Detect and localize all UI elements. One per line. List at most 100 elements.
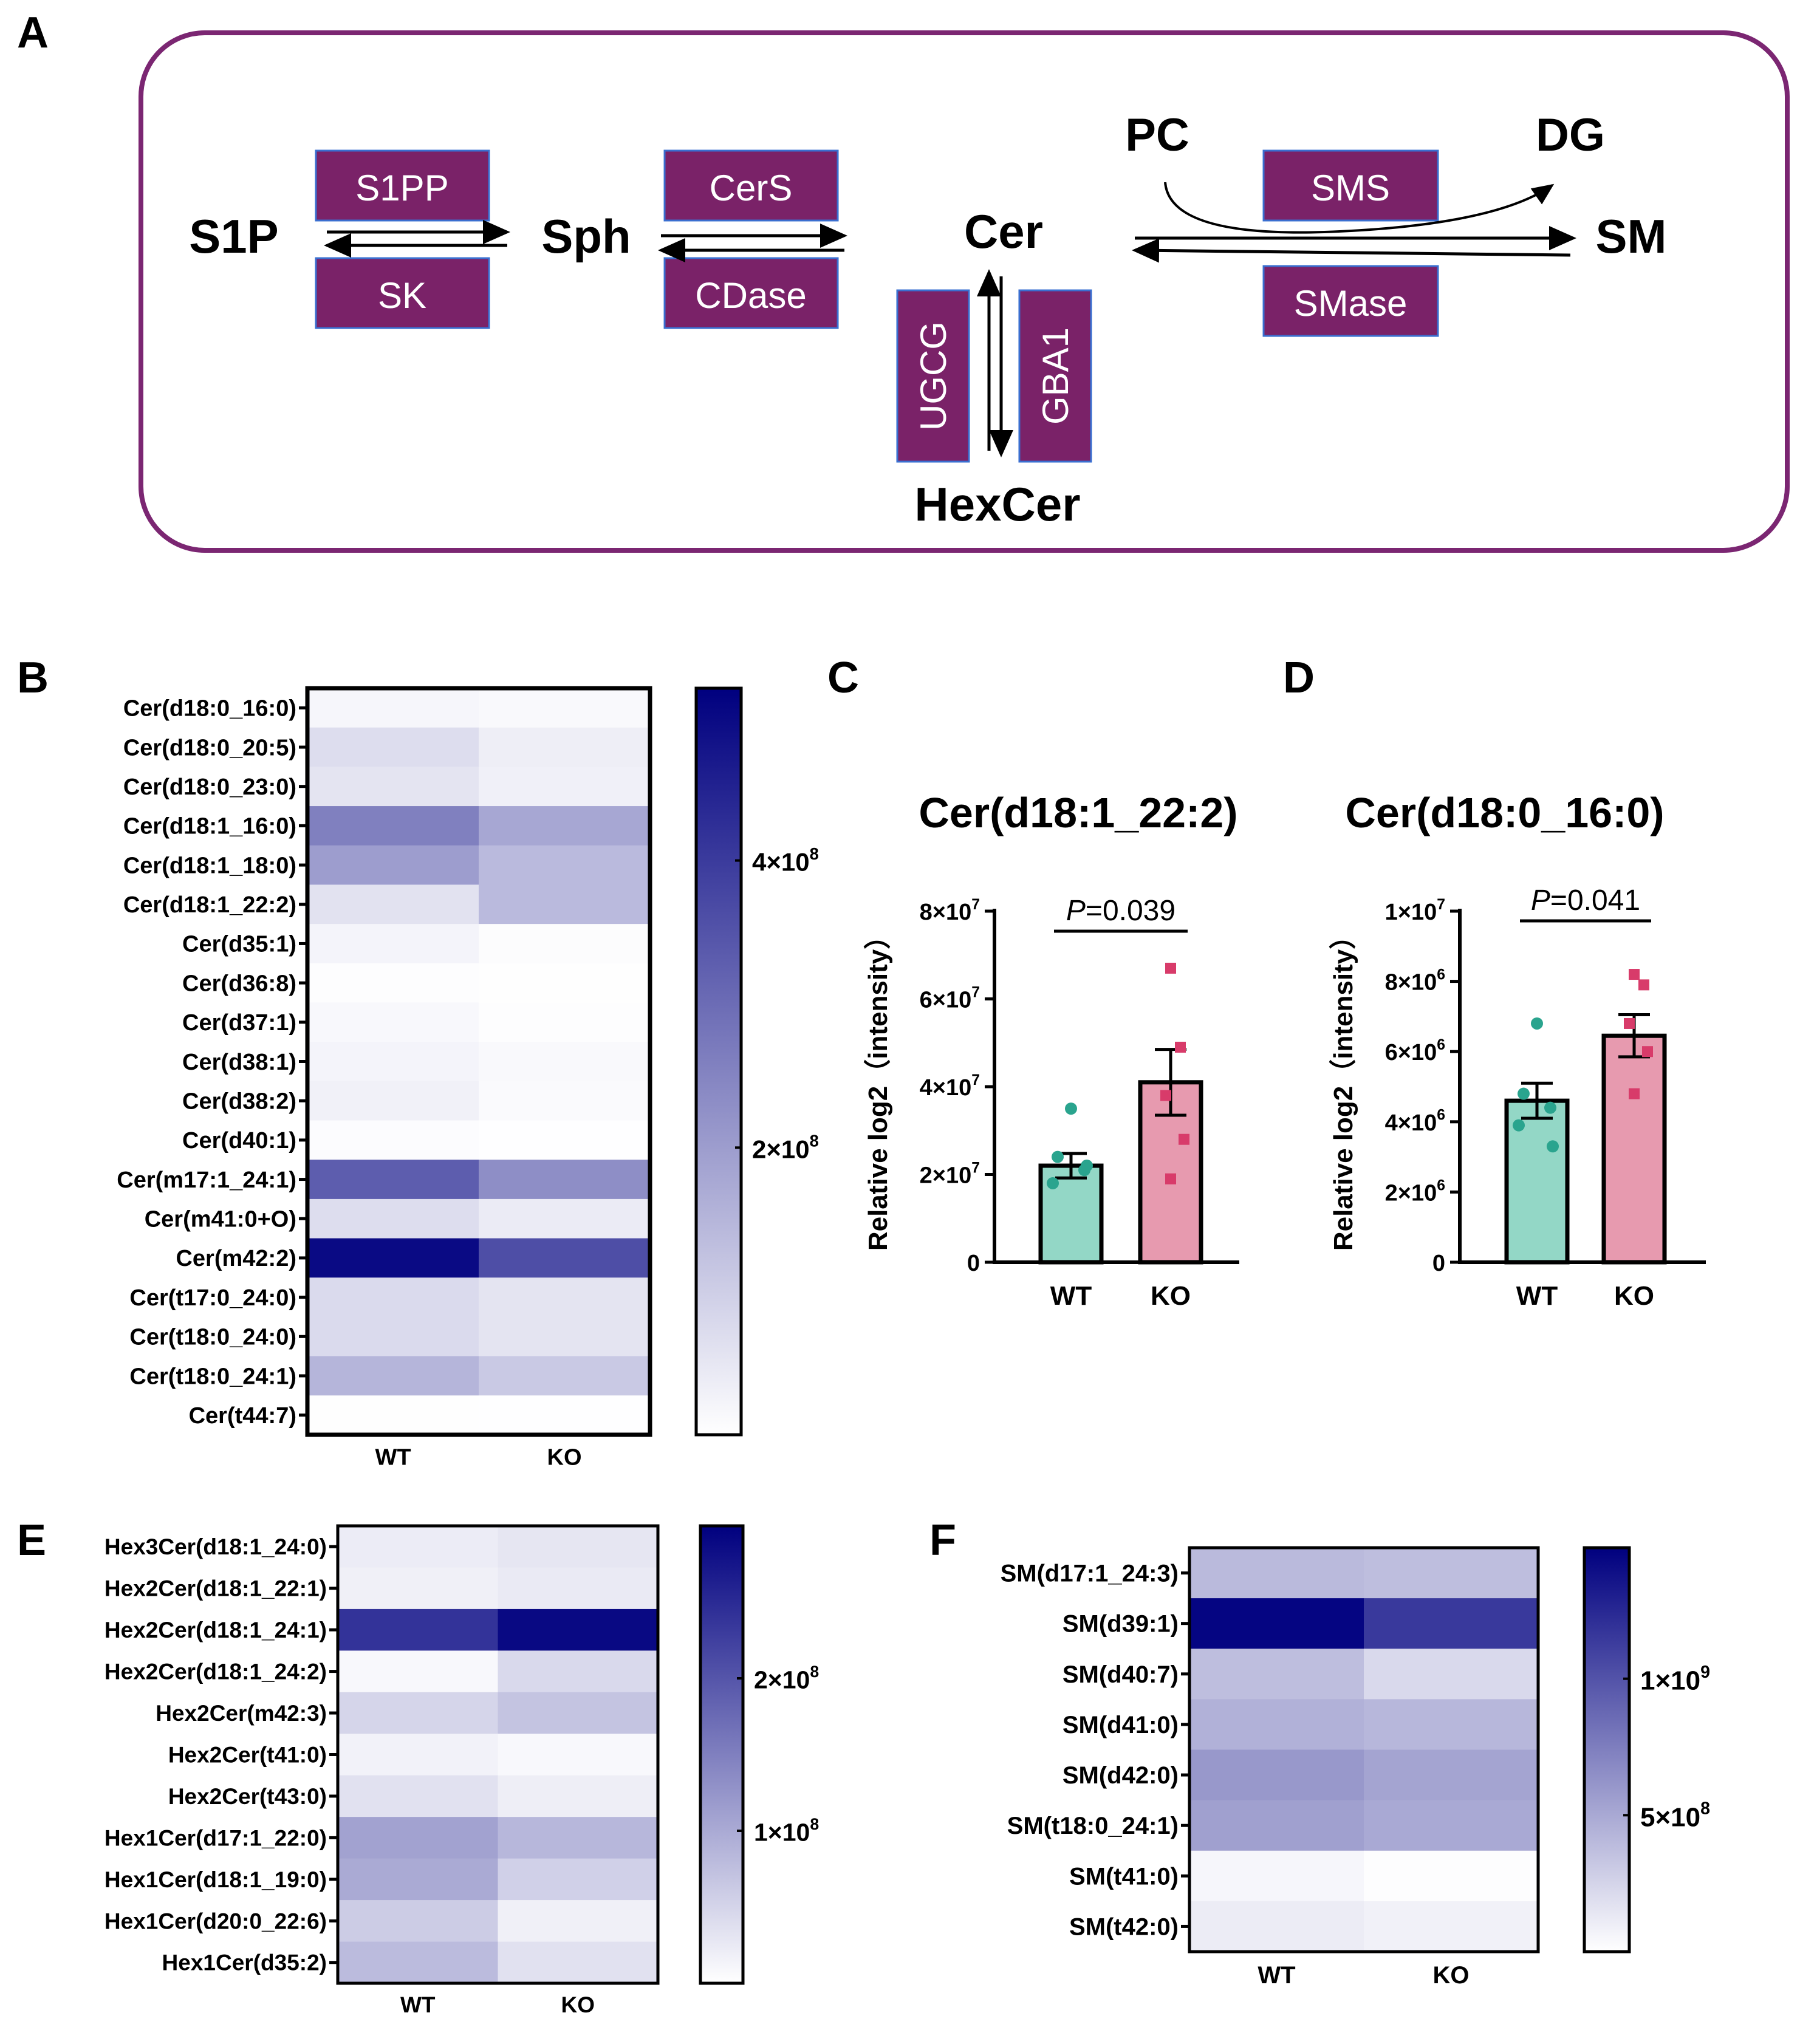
colorbar-tick-label: 2×108 — [752, 1132, 819, 1164]
enzyme-s1pp-box — [315, 149, 490, 222]
heatmap-cell — [338, 1817, 498, 1859]
data-point — [1629, 1088, 1640, 1099]
heatmap-cell — [498, 1775, 659, 1817]
enzyme-sms-box — [1262, 149, 1439, 222]
heatmap-cell — [498, 1567, 659, 1610]
row-label: Cer(d38:2) — [182, 1089, 296, 1114]
heatmap-cell — [479, 688, 651, 728]
y-tick-label: 6×107 — [920, 984, 980, 1013]
heatmap-cell — [338, 1650, 498, 1693]
y-tick-label: 2×106 — [1385, 1177, 1445, 1206]
heatmap-cell — [479, 727, 651, 767]
panel-label-a: A — [17, 9, 49, 57]
heatmap-cell — [1189, 1850, 1364, 1902]
enzyme-smase: SMase — [1294, 283, 1408, 324]
heatmap-cell — [307, 1198, 479, 1239]
row-label: SM(d41:0) — [1063, 1712, 1179, 1738]
heatmap-cell — [1189, 1649, 1364, 1700]
colorbar-tick-label: 1×108 — [754, 1815, 819, 1846]
x-tick-label: WT — [1050, 1281, 1092, 1311]
y-tick-label: 8×107 — [920, 897, 980, 925]
data-point — [1518, 1087, 1530, 1100]
enzyme-cers-box — [663, 149, 839, 222]
enzyme-cdase-box — [663, 257, 839, 329]
row-label: Cer(m17:1_24:1) — [117, 1167, 296, 1193]
row-label: Cer(m41:0+O) — [145, 1207, 296, 1232]
heatmap-cell — [1189, 1901, 1364, 1952]
column-label: WT — [400, 1992, 436, 2017]
row-label: Cer(d36:8) — [182, 971, 296, 996]
heatmap-cell — [307, 806, 479, 846]
row-label: Hex1Cer(d20:0_22:6) — [104, 1909, 327, 1933]
metabolite-cer: Cer — [964, 205, 1043, 258]
heatmap-cell — [479, 884, 651, 925]
enzyme-sk-box — [315, 257, 490, 329]
metabolite-pc: PC — [1125, 109, 1189, 161]
row-label: Cer(d18:1_22:2) — [123, 892, 296, 918]
data-point — [1065, 1102, 1077, 1115]
row-label: Cer(d18:0_23:0) — [123, 774, 296, 800]
row-label: SM(t18:0_24:1) — [1007, 1813, 1179, 1839]
row-label: Cer(d18:1_16:0) — [123, 814, 296, 839]
arrow-pc-to-dg — [1164, 182, 1555, 234]
heatmap-cell — [307, 1395, 479, 1435]
y-tick-label: 6×106 — [1385, 1037, 1445, 1065]
metabolite-sm: SM — [1596, 210, 1667, 263]
data-point — [1624, 1017, 1635, 1029]
heatmap-cell — [338, 1567, 498, 1610]
y-tick-label: 1×107 — [1385, 897, 1445, 925]
colorbar-tick-label: 5×108 — [1640, 1799, 1710, 1833]
panel-label-e: E — [17, 1516, 46, 1565]
heatmap-cell — [498, 1817, 659, 1859]
heatmap-cell — [479, 1277, 651, 1318]
heatmap-cell — [1189, 1548, 1364, 1599]
pathway-diagram: S1P Sph Cer SM HexCer PC DG S1PP SK CerS… — [189, 109, 1666, 531]
heatmap-cell — [498, 1734, 659, 1776]
enzyme-s1pp: S1PP — [355, 168, 448, 208]
heatmap-b: Cer(d18:0_16:0) Cer(d18:0_20:5) Cer(d18:0_… — [117, 686, 819, 1470]
heatmap-cell — [307, 727, 479, 767]
bar-chart-d: Cer(d18:0_16:0) Relative log2（intensity） 0… — [1329, 789, 1706, 1311]
bar — [1601, 1033, 1667, 1265]
colorbar — [694, 686, 743, 1437]
heatmap-cell — [307, 845, 479, 885]
colorbar — [1583, 1546, 1631, 1953]
heatmap-cell — [479, 1120, 651, 1160]
heatmap-cell — [307, 1277, 479, 1318]
heatmap-border — [305, 686, 652, 1437]
data-point — [1547, 1140, 1559, 1153]
heatmap-cell — [307, 1160, 479, 1200]
heatmap-cell — [479, 1081, 651, 1121]
row-label: Hex1Cer(d35:2) — [162, 1950, 327, 1975]
row-label: Hex2Cer(m42:3) — [156, 1701, 327, 1726]
data-point — [1165, 1173, 1176, 1184]
y-tick-label: 4×107 — [920, 1072, 980, 1101]
chart-title: Cer(d18:1_22:2) — [919, 789, 1237, 836]
enzyme-ugcg-box — [896, 289, 970, 463]
heatmap-cell — [338, 1734, 498, 1776]
enzyme-gba1-box — [1018, 289, 1092, 463]
heatmap-cell — [1364, 1800, 1539, 1851]
row-label: Cer(t18:0_24:0) — [129, 1325, 296, 1350]
heatmap-cell — [479, 1316, 651, 1357]
row-label: Hex2Cer(d18:1_24:2) — [104, 1659, 327, 1684]
y-tick-label: 8×106 — [1385, 967, 1445, 996]
heatmap-cell — [338, 1858, 498, 1901]
heatmap-cell — [1364, 1749, 1539, 1801]
metabolite-hexcer: HexCer — [914, 477, 1080, 531]
chart-title: Cer(d18:0_16:0) — [1345, 789, 1664, 836]
panel-label-b: B — [17, 654, 49, 702]
heatmap-cell — [307, 1081, 479, 1121]
panel-label-f: F — [929, 1516, 956, 1565]
heatmap-cell — [338, 1775, 498, 1817]
enzyme-sk: SK — [378, 275, 426, 316]
enzyme-sms: SMS — [1311, 168, 1390, 208]
row-label: SM(d39:1) — [1063, 1611, 1179, 1638]
heatmap-border — [336, 1524, 660, 1985]
heatmap-cell — [338, 1526, 498, 1568]
heatmap-cell — [498, 1941, 659, 1984]
heatmap-cell — [338, 1900, 498, 1943]
heatmap-cell — [479, 1356, 651, 1396]
data-point — [1175, 1041, 1186, 1053]
